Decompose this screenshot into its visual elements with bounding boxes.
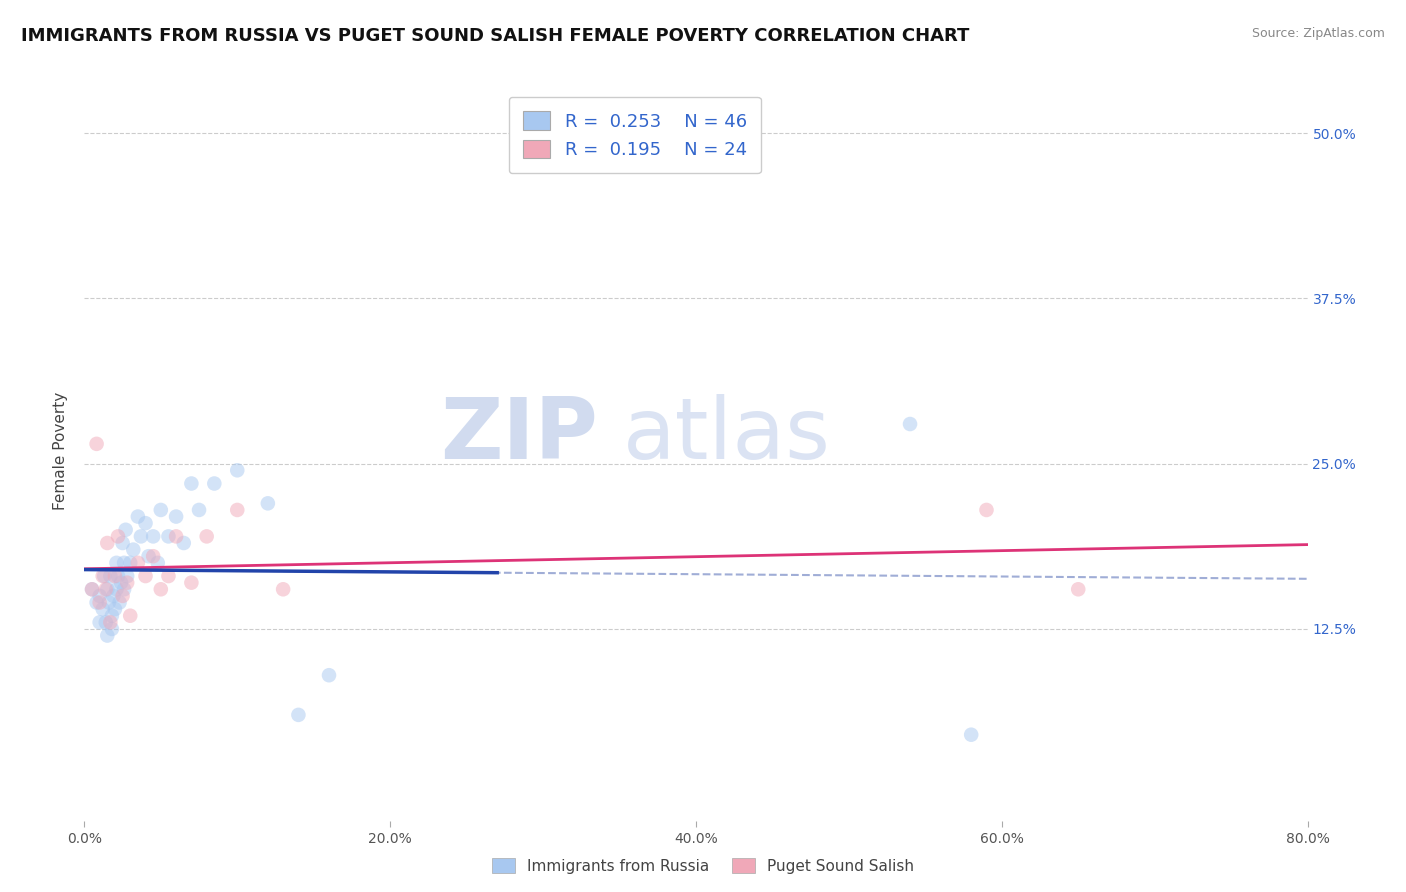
Point bbox=[898, 417, 921, 431]
Point bbox=[202, 476, 225, 491]
Point bbox=[1067, 582, 1090, 597]
Point bbox=[91, 602, 114, 616]
Point bbox=[110, 575, 132, 590]
Point bbox=[180, 476, 202, 491]
Point bbox=[89, 615, 111, 630]
Point bbox=[165, 509, 187, 524]
Point bbox=[226, 503, 249, 517]
Text: IMMIGRANTS FROM RUSSIA VS PUGET SOUND SALISH FEMALE POVERTY CORRELATION CHART: IMMIGRANTS FROM RUSSIA VS PUGET SOUND SA… bbox=[21, 27, 970, 45]
Point bbox=[96, 536, 118, 550]
Point bbox=[149, 503, 172, 517]
Point bbox=[89, 589, 111, 603]
Text: Source: ZipAtlas.com: Source: ZipAtlas.com bbox=[1251, 27, 1385, 40]
Point bbox=[80, 582, 103, 597]
Point bbox=[107, 569, 129, 583]
Point bbox=[960, 728, 983, 742]
Point bbox=[107, 529, 129, 543]
Point bbox=[120, 556, 142, 570]
Point bbox=[96, 582, 118, 597]
Point bbox=[142, 549, 165, 564]
Point bbox=[93, 569, 115, 583]
Point bbox=[165, 529, 187, 543]
Point bbox=[101, 608, 124, 623]
Point bbox=[104, 602, 127, 616]
Point bbox=[976, 503, 998, 517]
Point bbox=[287, 707, 309, 722]
Legend: Immigrants from Russia, Puget Sound Salish: Immigrants from Russia, Puget Sound Sali… bbox=[485, 852, 921, 880]
Point bbox=[112, 556, 135, 570]
Point bbox=[142, 529, 165, 543]
Point bbox=[98, 615, 121, 630]
Point bbox=[89, 595, 111, 609]
Point bbox=[257, 496, 280, 510]
Text: ZIP: ZIP bbox=[440, 394, 598, 477]
Point bbox=[318, 668, 340, 682]
Point bbox=[101, 622, 124, 636]
Point bbox=[115, 575, 138, 590]
Text: atlas: atlas bbox=[623, 394, 831, 477]
Legend: R =  0.253    N = 46, R =  0.195    N = 24: R = 0.253 N = 46, R = 0.195 N = 24 bbox=[509, 96, 761, 173]
Point bbox=[120, 608, 142, 623]
Y-axis label: Female Poverty: Female Poverty bbox=[53, 392, 69, 509]
Point bbox=[108, 595, 131, 609]
Point bbox=[146, 556, 169, 570]
Point bbox=[138, 549, 160, 564]
Point bbox=[104, 569, 127, 583]
Point bbox=[86, 437, 108, 451]
Point bbox=[105, 556, 128, 570]
Point bbox=[149, 582, 172, 597]
Point bbox=[103, 589, 125, 603]
Point bbox=[195, 529, 218, 543]
Point bbox=[180, 575, 202, 590]
Point bbox=[188, 503, 211, 517]
Point bbox=[97, 595, 120, 609]
Point bbox=[173, 536, 195, 550]
Point bbox=[91, 569, 114, 583]
Point bbox=[111, 589, 134, 603]
Point bbox=[98, 569, 121, 583]
Point bbox=[80, 582, 103, 597]
Point bbox=[127, 509, 149, 524]
Point bbox=[94, 582, 117, 597]
Point bbox=[135, 569, 157, 583]
Point bbox=[122, 542, 145, 557]
Point bbox=[112, 582, 135, 597]
Point bbox=[96, 629, 118, 643]
Point bbox=[105, 582, 128, 597]
Point bbox=[157, 529, 180, 543]
Point bbox=[114, 523, 136, 537]
Point bbox=[157, 569, 180, 583]
Point bbox=[86, 595, 108, 609]
Point bbox=[94, 615, 117, 630]
Point bbox=[135, 516, 157, 531]
Point bbox=[127, 556, 149, 570]
Point bbox=[111, 536, 134, 550]
Point bbox=[129, 529, 152, 543]
Point bbox=[115, 569, 138, 583]
Point bbox=[271, 582, 294, 597]
Point bbox=[226, 463, 249, 477]
